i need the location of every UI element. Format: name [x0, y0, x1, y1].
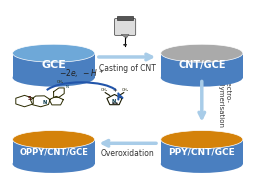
Text: N: N: [42, 100, 47, 105]
Ellipse shape: [13, 131, 95, 149]
FancyBboxPatch shape: [114, 19, 136, 35]
Text: Electro-
polymerisation: Electro- polymerisation: [218, 76, 231, 128]
Text: CH₃: CH₃: [57, 80, 64, 84]
Text: Casting of CNT: Casting of CNT: [99, 64, 156, 73]
FancyBboxPatch shape: [117, 16, 133, 20]
Polygon shape: [13, 53, 95, 78]
Text: OPPY/CNT/GCE: OPPY/CNT/GCE: [19, 147, 88, 156]
Text: Overoxidation: Overoxidation: [100, 149, 154, 158]
Text: N: N: [111, 99, 115, 104]
Ellipse shape: [161, 131, 243, 149]
Ellipse shape: [123, 44, 127, 46]
Text: CNT/GCE: CNT/GCE: [178, 60, 226, 70]
Text: PPY/CNT/GCE: PPY/CNT/GCE: [168, 147, 235, 156]
Ellipse shape: [161, 44, 243, 62]
Ellipse shape: [13, 44, 95, 62]
Text: GCE: GCE: [41, 60, 66, 70]
Ellipse shape: [13, 69, 95, 87]
Polygon shape: [13, 139, 95, 164]
Text: S: S: [28, 96, 32, 101]
Polygon shape: [161, 53, 243, 78]
Ellipse shape: [161, 69, 243, 87]
Ellipse shape: [13, 155, 95, 173]
Text: CH₃: CH₃: [122, 88, 129, 92]
Polygon shape: [161, 139, 243, 164]
Polygon shape: [121, 34, 129, 38]
Ellipse shape: [161, 155, 243, 173]
Text: $-2e,\ -H^+$: $-2e,\ -H^+$: [59, 68, 104, 81]
Text: +: +: [112, 88, 117, 93]
Text: CH₃: CH₃: [100, 88, 107, 92]
Text: N: N: [65, 85, 69, 89]
